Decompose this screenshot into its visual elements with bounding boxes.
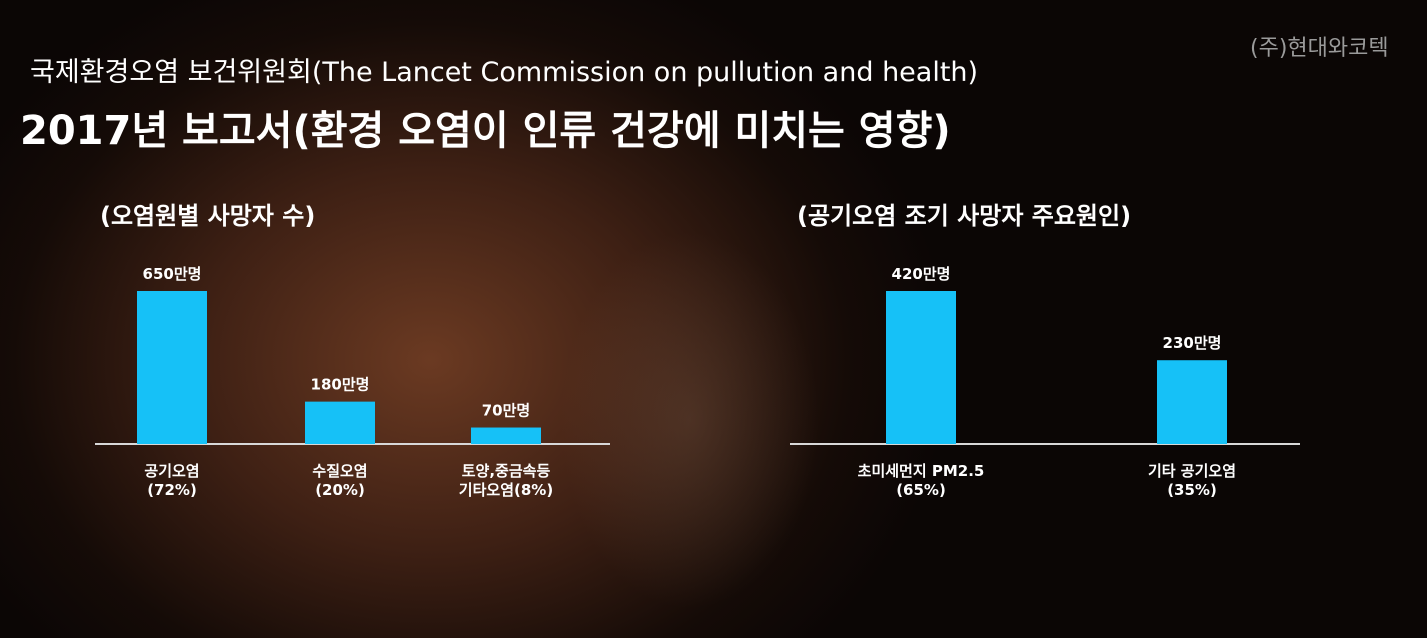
value-label: 180만명 bbox=[311, 376, 370, 394]
value-label: 230만명 bbox=[1163, 334, 1222, 352]
value-label: 650만명 bbox=[143, 265, 202, 283]
bar bbox=[886, 291, 956, 444]
value-label: 420만명 bbox=[892, 265, 951, 283]
chart-title: (공기오염 조기 사망자 주요원인) bbox=[797, 202, 1131, 230]
slide: (주)현대와코텍 국제환경오염 보건위원회(The Lancet Commiss… bbox=[0, 0, 1427, 638]
bar bbox=[305, 402, 375, 444]
x-tick-label: 기타 공기오염 (35%) bbox=[1092, 462, 1292, 500]
x-tick-label: 토양,중금속등 기타오염(8%) bbox=[406, 462, 606, 500]
subtitle: 국제환경오염 보건위원회(The Lancet Commission on pu… bbox=[30, 50, 978, 89]
value-label: 70만명 bbox=[482, 402, 530, 420]
x-tick-label: 초미세먼지 PM2.5 (65%) bbox=[821, 462, 1021, 500]
watermark: (주)현대와코텍 bbox=[1250, 30, 1389, 62]
title: 2017년 보고서(환경 오염이 인류 건강에 미치는 영향) bbox=[20, 98, 951, 156]
bar bbox=[1157, 360, 1227, 444]
charts: (오염원별 사망자 수) 650만명 180만명 70만명 (공기오염 조기 사망자 주… bbox=[0, 0, 1427, 638]
bar bbox=[471, 428, 541, 444]
bar bbox=[137, 291, 207, 444]
chart-title: (오염원별 사망자 수) bbox=[100, 202, 315, 230]
